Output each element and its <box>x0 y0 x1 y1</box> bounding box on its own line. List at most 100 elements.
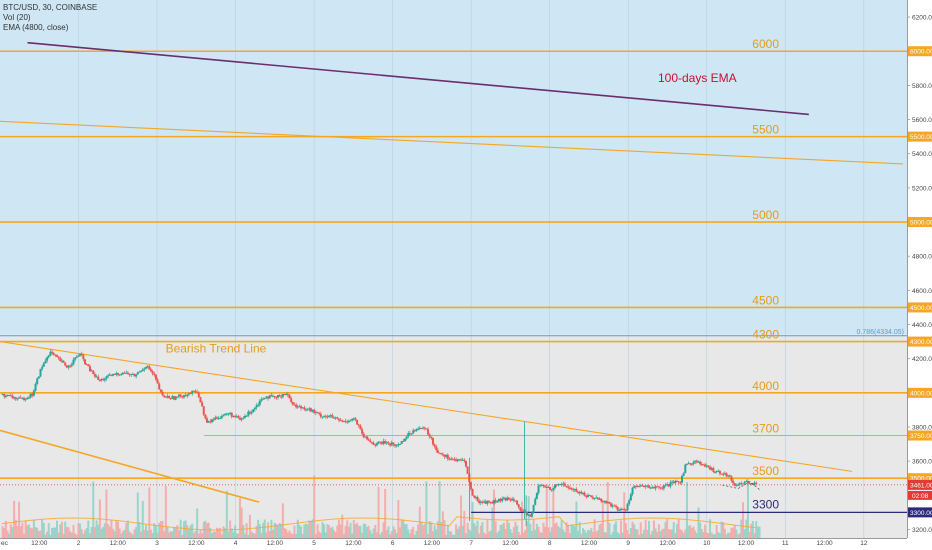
volume-bar <box>37 531 40 538</box>
volume-bar <box>415 531 418 538</box>
volume-bar <box>446 524 449 538</box>
level-label-4000: 4000 <box>752 379 779 393</box>
candle-body <box>694 460 697 463</box>
candle-body <box>303 407 306 410</box>
candle-body <box>105 376 108 379</box>
x-tick-label: 12:00 <box>345 540 362 547</box>
candle-body <box>697 461 700 463</box>
volume-bar <box>555 522 558 538</box>
candle-body <box>207 421 210 423</box>
volume-bar <box>705 532 708 538</box>
candle-body <box>735 485 738 487</box>
candle-body <box>438 452 441 454</box>
candle-body <box>634 486 637 488</box>
volume-bar <box>334 532 337 538</box>
candle-body <box>405 436 408 439</box>
volume-bar <box>41 519 44 538</box>
volume-bar <box>428 521 431 538</box>
candle-body <box>524 511 527 513</box>
volume-bar <box>524 529 527 538</box>
candle-body <box>209 421 212 423</box>
volume-bar <box>107 524 110 538</box>
volume-bar <box>21 522 24 538</box>
volume-bar <box>295 533 298 538</box>
candle-body <box>397 444 400 446</box>
volume-bar <box>667 529 670 538</box>
symbol-legend[interactable]: BTC/USD, 30, COINBASE <box>3 3 98 12</box>
volume-bar <box>423 523 426 538</box>
volume-bar <box>293 525 296 538</box>
candle-body <box>285 394 288 396</box>
candle-body <box>420 428 423 430</box>
volume-bar <box>224 528 227 538</box>
x-tick-label: 10 <box>703 540 711 547</box>
candle-body <box>260 399 263 401</box>
candle-body <box>217 418 220 420</box>
volume-bar <box>339 524 342 538</box>
candle-body <box>117 373 120 375</box>
candle-body <box>126 372 129 374</box>
volume-bar <box>431 531 434 538</box>
candle-body <box>29 393 32 398</box>
ema-legend[interactable]: EMA (4800, close) <box>3 23 69 32</box>
volume-bar <box>497 530 500 538</box>
candle-body <box>362 433 365 438</box>
volume-bar <box>305 523 308 538</box>
candle-body <box>461 459 464 461</box>
candle-body <box>511 498 514 501</box>
volume-bar <box>220 534 223 538</box>
candle-body <box>311 409 314 412</box>
volume-bar <box>356 522 359 538</box>
candle-body <box>656 486 659 488</box>
volume-bar <box>296 519 299 538</box>
volume-bar <box>143 529 146 538</box>
candle-body <box>258 400 261 405</box>
volume-bar <box>245 523 248 538</box>
candle-body <box>182 395 185 398</box>
volume-bar <box>130 532 133 538</box>
candle-body <box>606 501 609 504</box>
volume-bar <box>67 527 70 538</box>
x-tick-label: 12:00 <box>581 540 598 547</box>
candle-body <box>552 487 555 490</box>
volume-bar <box>577 530 580 538</box>
level-4000-tag-label: 4000.00 <box>910 390 932 397</box>
volume-bar <box>507 522 510 538</box>
volume-bar <box>263 519 266 538</box>
volume-bar <box>27 524 30 538</box>
candle-body <box>547 487 550 489</box>
candle-body <box>235 416 238 418</box>
candle-body <box>570 487 573 490</box>
candle-body <box>562 483 565 485</box>
volume-bar <box>252 533 255 538</box>
volume-bar <box>273 522 276 538</box>
volume-bar <box>110 519 113 538</box>
candle-body <box>713 471 716 473</box>
candle-body <box>234 415 237 417</box>
volume-bar <box>616 532 619 538</box>
candle-body <box>149 369 152 372</box>
candle-body <box>428 434 431 437</box>
candle-body <box>568 487 571 489</box>
volume-bar <box>369 530 372 538</box>
candle-body <box>417 428 420 430</box>
volume-bar <box>638 534 641 538</box>
candle-body <box>441 454 444 456</box>
candle-body <box>483 501 486 503</box>
candle-body <box>113 373 116 375</box>
candle-body <box>512 498 515 501</box>
volume-bar <box>649 534 652 538</box>
candle-body <box>700 464 703 466</box>
candle-body <box>215 417 218 419</box>
volume-legend[interactable]: Vol (20) <box>3 13 31 22</box>
volume-bar <box>262 522 265 538</box>
candle-body <box>588 494 591 496</box>
volume-bar <box>361 532 364 538</box>
candle-body <box>427 429 430 435</box>
volume-bar <box>420 521 423 538</box>
candle-body <box>695 460 698 463</box>
candle-body <box>720 473 723 475</box>
volume-bar <box>149 529 152 538</box>
candle-body <box>211 419 214 422</box>
